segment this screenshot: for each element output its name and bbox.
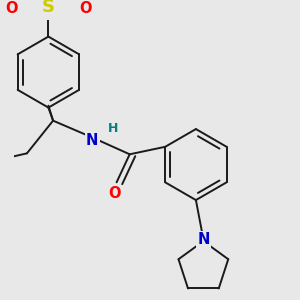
- Text: O: O: [80, 1, 92, 16]
- Text: N: N: [86, 133, 98, 148]
- Text: O: O: [109, 186, 121, 201]
- Text: H: H: [108, 122, 118, 135]
- Text: O: O: [5, 1, 17, 16]
- Text: S: S: [42, 0, 55, 16]
- Text: N: N: [197, 232, 210, 247]
